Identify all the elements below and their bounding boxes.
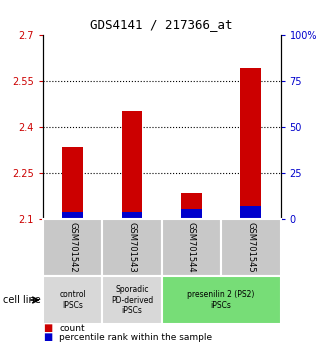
Bar <box>181 193 202 219</box>
Bar <box>240 206 261 219</box>
Bar <box>102 219 162 276</box>
Text: ■: ■ <box>43 332 52 342</box>
Text: count: count <box>59 324 85 333</box>
Bar <box>62 147 83 219</box>
Bar <box>62 212 83 219</box>
Bar <box>162 219 221 276</box>
Bar <box>43 219 102 276</box>
Bar <box>221 219 280 276</box>
Text: cell line: cell line <box>3 295 41 305</box>
Text: GSM701544: GSM701544 <box>187 222 196 273</box>
Bar <box>121 110 142 219</box>
Text: GSM701542: GSM701542 <box>68 222 77 273</box>
Text: percentile rank within the sample: percentile rank within the sample <box>59 332 213 342</box>
Bar <box>121 212 142 219</box>
Bar <box>162 276 280 324</box>
Text: ■: ■ <box>43 323 52 333</box>
Text: GSM701543: GSM701543 <box>127 222 137 273</box>
Bar <box>43 276 102 324</box>
Text: presenilin 2 (PS2)
iPSCs: presenilin 2 (PS2) iPSCs <box>187 290 255 310</box>
Text: GSM701545: GSM701545 <box>246 222 255 273</box>
Title: GDS4141 / 217366_at: GDS4141 / 217366_at <box>90 18 233 32</box>
Text: Sporadic
PD-derived
iPSCs: Sporadic PD-derived iPSCs <box>111 285 153 315</box>
Text: control
IPSCs: control IPSCs <box>59 290 86 310</box>
Bar <box>240 68 261 219</box>
Bar <box>181 209 202 219</box>
Bar <box>102 276 162 324</box>
